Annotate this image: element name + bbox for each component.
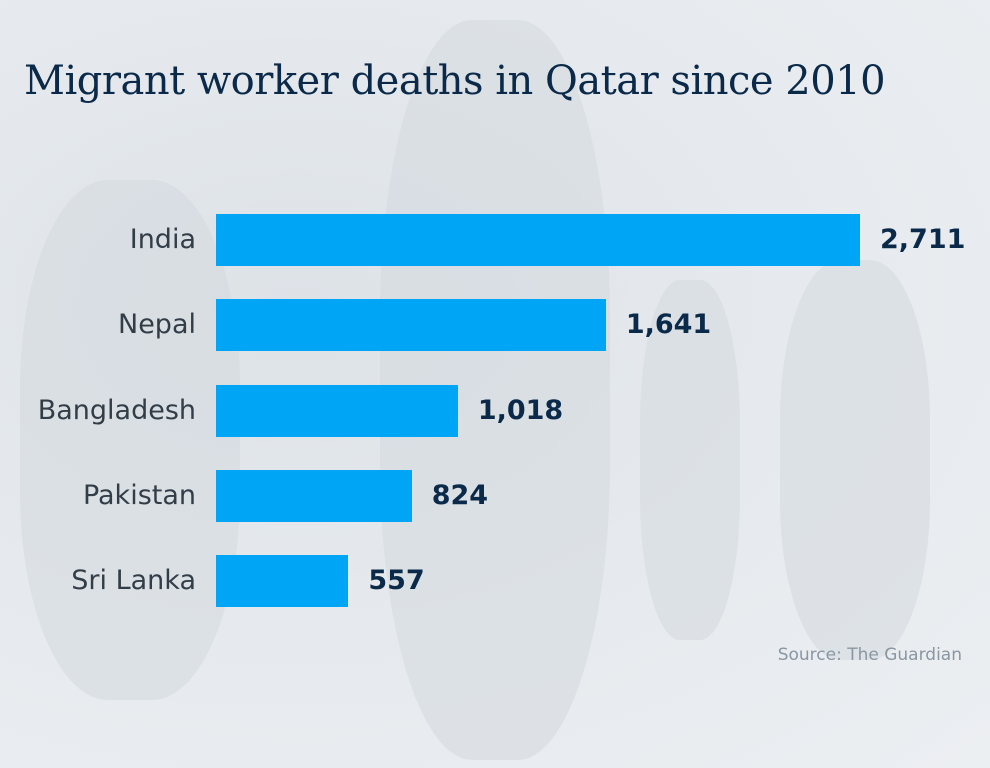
value-label: 824 — [431, 479, 489, 511]
category-label: India — [129, 224, 196, 255]
bar-pakistan — [216, 469, 412, 522]
bar-bangladesh — [216, 384, 458, 437]
background-photo-figure — [20, 180, 240, 700]
value-label: 2,711 — [880, 224, 966, 255]
bar-india — [216, 214, 860, 266]
bar-nepal — [216, 299, 606, 352]
bar-sri-lanka — [216, 555, 349, 608]
background-photo-figure — [640, 280, 740, 640]
background-photo-figure — [780, 260, 930, 660]
category-label: Sri Lanka — [71, 565, 196, 597]
value-label: 557 — [368, 565, 425, 597]
category-label: Nepal — [118, 309, 196, 341]
source-note: Source: The Guardian — [777, 645, 962, 665]
value-label: 1,641 — [625, 309, 712, 341]
category-label: Bangladesh — [37, 394, 196, 426]
chart-title: Migrant worker deaths in Qatar since 201… — [24, 58, 886, 104]
value-label: 1,018 — [477, 394, 564, 426]
category-label: Pakistan — [82, 479, 196, 511]
